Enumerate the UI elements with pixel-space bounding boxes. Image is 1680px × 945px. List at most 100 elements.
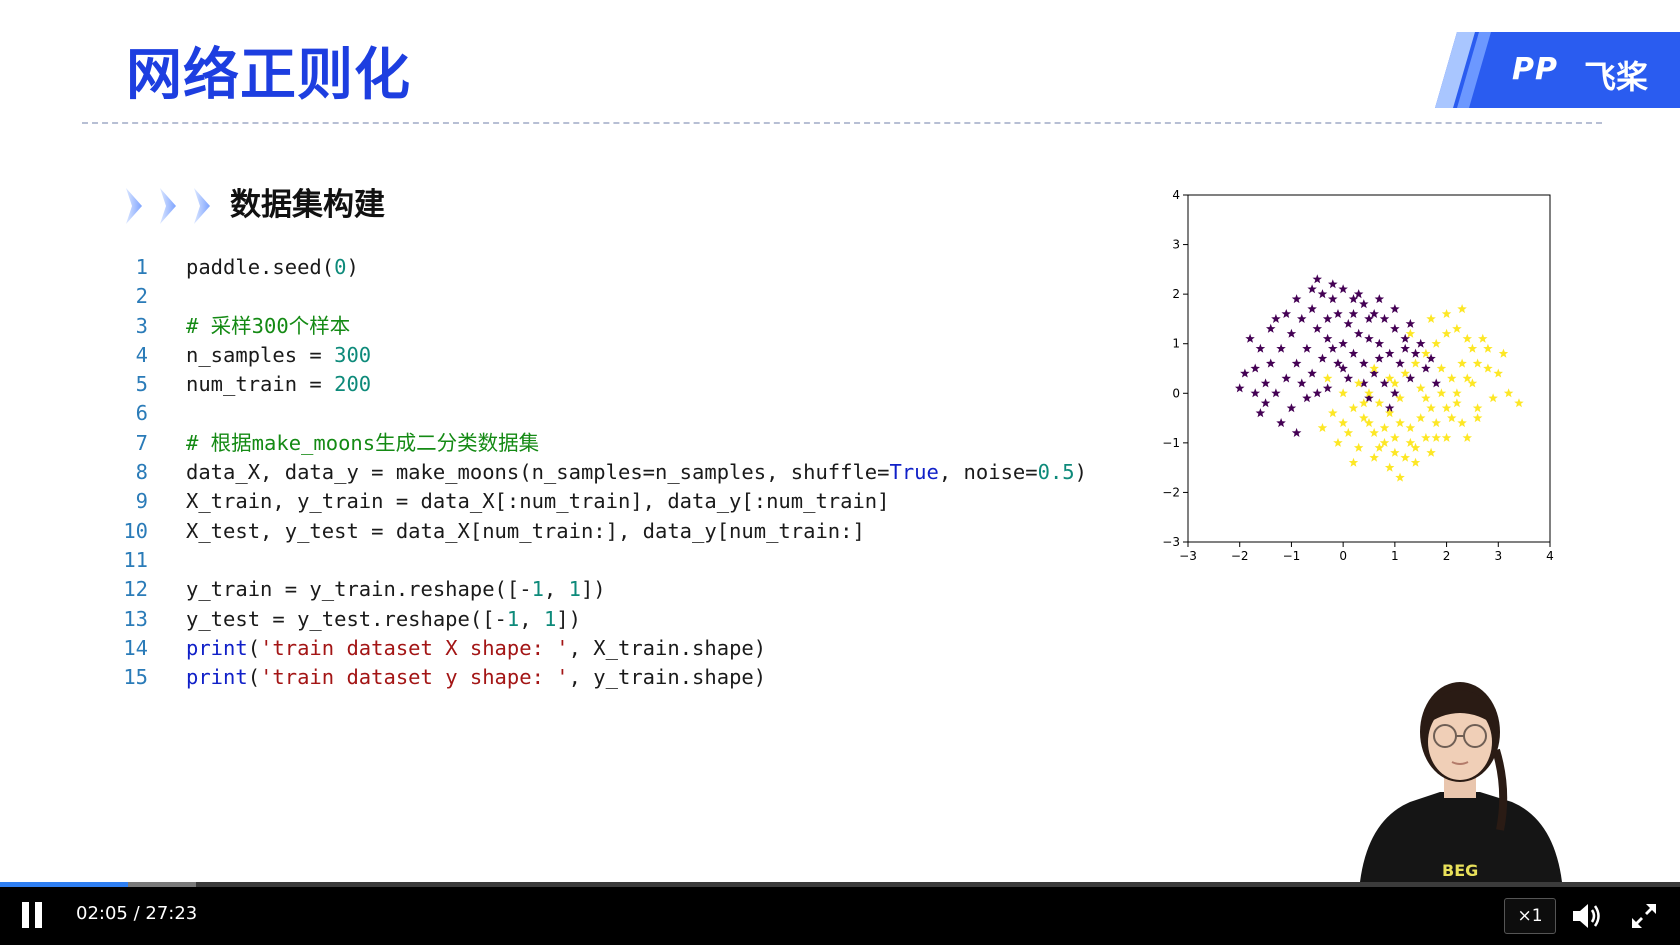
x-tick-label: 1	[1391, 549, 1399, 563]
scatter-point-class-0	[1333, 309, 1343, 318]
y-tick-label: 1	[1172, 337, 1180, 351]
scatter-point-class-0	[1260, 378, 1271, 388]
scatter-point-class-0	[1281, 373, 1291, 383]
scatter-point-class-0	[1240, 368, 1250, 378]
scatter-point-class-1	[1410, 442, 1421, 452]
scatter-point-class-0	[1312, 323, 1322, 333]
line-number: 11	[123, 547, 148, 572]
scatter-point-class-0	[1328, 294, 1338, 304]
scatter-point-class-0	[1271, 388, 1281, 398]
scatter-point-class-1	[1338, 388, 1348, 398]
scatter-point-class-0	[1276, 418, 1286, 428]
scatter-point-class-0	[1416, 338, 1426, 348]
scatter-point-class-1	[1369, 452, 1379, 462]
scatter-point-class-0	[1379, 378, 1390, 388]
scatter-point-class-0	[1364, 313, 1374, 323]
scatter-point-class-0	[1312, 274, 1322, 284]
scatter-point-class-1	[1467, 343, 1478, 353]
scatter-point-class-0	[1343, 373, 1354, 383]
code-token: , y_train.shape)	[568, 665, 767, 690]
code-token: True	[889, 460, 939, 485]
scatter-point-class-1	[1328, 408, 1338, 418]
code-text: print('train dataset y shape: ', y_train…	[186, 663, 766, 692]
y-tick-label: 0	[1172, 386, 1180, 400]
fullscreen-icon[interactable]	[1630, 902, 1658, 930]
scatter-point-class-0	[1302, 393, 1312, 403]
scatter-point-class-1	[1369, 427, 1379, 437]
scatter-point-class-1	[1462, 373, 1472, 383]
scatter-point-class-0	[1255, 343, 1266, 353]
line-number: 7	[135, 430, 148, 455]
scatter-point-class-1	[1317, 423, 1328, 432]
scatter-point-class-0	[1297, 378, 1307, 388]
code-token: 1	[568, 577, 581, 602]
scatter-point-class-1	[1441, 432, 1452, 442]
scatter-point-class-0	[1317, 353, 1328, 363]
progress-bar[interactable]	[0, 882, 1680, 887]
code-token: 1	[543, 606, 557, 631]
scatter-point-class-1	[1488, 393, 1498, 403]
scatter-point-class-0	[1312, 388, 1322, 398]
scatter-point-class-0	[1286, 403, 1297, 413]
code-token: n_samples =	[186, 342, 335, 367]
scatter-point-class-0	[1353, 289, 1364, 299]
scatter-point-class-0	[1328, 343, 1338, 353]
scatter-point-class-0	[1374, 353, 1385, 363]
scatter-point-class-0	[1307, 284, 1317, 294]
line-number: 3	[135, 313, 148, 338]
code-text: num_train = 200	[186, 370, 371, 399]
y-tick-label: −2	[1162, 485, 1180, 499]
volume-icon[interactable]	[1570, 901, 1602, 931]
scatter-point-class-1	[1478, 333, 1488, 343]
pause-icon-bar	[35, 902, 42, 928]
scatter-point-class-0	[1426, 353, 1436, 363]
scatter-point-class-1	[1421, 348, 1431, 358]
scatter-point-class-0	[1390, 388, 1400, 398]
scatter-point-class-1	[1441, 309, 1452, 318]
scatter-point-class-0	[1348, 309, 1359, 318]
section-heading: 数据集构建	[230, 187, 385, 223]
code-token: (	[247, 635, 261, 660]
scatter-point-class-0	[1369, 368, 1379, 378]
scatter-point-class-1	[1431, 418, 1441, 428]
y-tick-label: 4	[1172, 188, 1180, 202]
code-token: 1	[531, 577, 544, 602]
scatter-point-class-0	[1322, 383, 1333, 393]
code-token: (	[247, 665, 261, 690]
paddle-logo-mark: PP	[1512, 52, 1558, 87]
y-tick-label: −1	[1162, 436, 1180, 450]
playback-speed-button[interactable]: ×1	[1504, 898, 1556, 934]
code-token: 'train dataset y shape: '	[260, 665, 569, 690]
code-token: ,	[519, 606, 544, 631]
y-tick-label: 2	[1172, 287, 1180, 301]
scatter-point-class-1	[1441, 328, 1452, 338]
scatter-point-class-0	[1338, 363, 1348, 373]
code-token: , X_train.shape)	[568, 635, 767, 660]
scatter-point-class-1	[1426, 447, 1436, 457]
scatter-point-class-1	[1400, 368, 1410, 378]
scatter-point-class-0	[1260, 398, 1271, 408]
scatter-point-class-1	[1333, 437, 1343, 447]
code-token: )	[346, 255, 359, 279]
scatter-point-class-1	[1416, 383, 1426, 393]
pause-button[interactable]	[22, 902, 48, 928]
scatter-point-class-0	[1384, 348, 1395, 358]
scatter-point-class-1	[1384, 408, 1395, 418]
scatter-point-class-1	[1353, 378, 1364, 388]
x-tick-label: 4	[1546, 549, 1554, 563]
scatter-point-class-0	[1405, 373, 1416, 383]
scatter-point-class-0	[1431, 378, 1441, 388]
scatter-point-class-1	[1421, 432, 1431, 442]
scatter-point-class-1	[1483, 343, 1493, 353]
scatter-point-class-0	[1390, 323, 1400, 333]
code-token: y_test = y_test.reshape([-	[186, 606, 507, 631]
scatter-point-class-1	[1447, 373, 1457, 383]
scatter-point-class-1	[1359, 398, 1369, 408]
scatter-point-class-1	[1457, 304, 1467, 314]
scatter-point-class-0	[1400, 333, 1410, 343]
scatter-point-class-1	[1472, 358, 1483, 368]
scatter-point-class-0	[1359, 378, 1369, 388]
presenter-video: BEG	[1360, 682, 1562, 882]
scatter-point-class-1	[1431, 338, 1441, 348]
scatter-point-class-0	[1302, 343, 1312, 353]
